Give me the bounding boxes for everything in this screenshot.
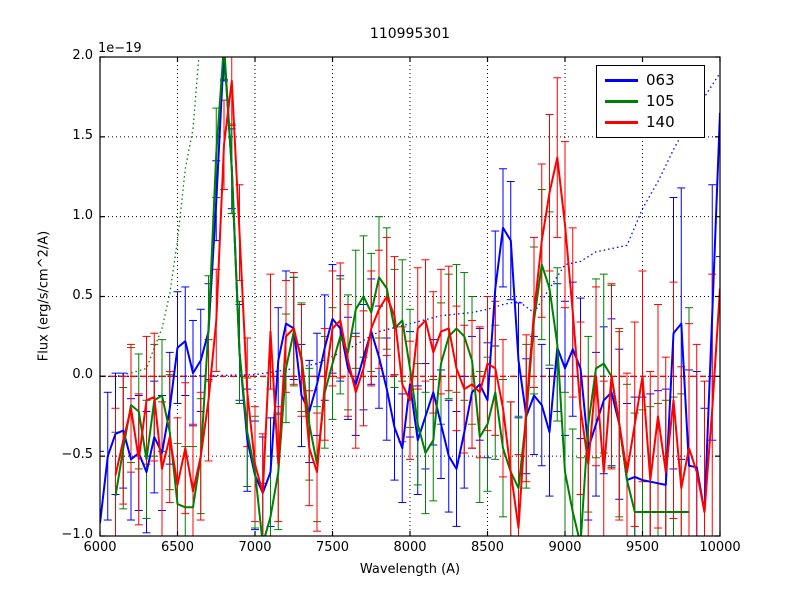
- y-tick-label: 1.5: [72, 127, 93, 143]
- x-tick-label: 9500: [625, 540, 660, 555]
- chart-title: 110995301: [369, 26, 451, 42]
- x-tick-label: 6500: [160, 540, 195, 555]
- legend-line-swatch-red: [605, 121, 638, 124]
- 105-model-curve: [100, 57, 200, 377]
- y-axis-offset-text: 1e−19: [98, 41, 142, 56]
- x-tick-label: 10000: [699, 540, 741, 555]
- legend-line-swatch-blue: [605, 79, 638, 82]
- legend-item-063: 063: [605, 70, 704, 91]
- legend-label: 105: [646, 92, 675, 110]
- x-tick-label: 7500: [315, 540, 350, 555]
- legend-item-105: 105: [605, 91, 704, 112]
- y-tick-label: −1.0: [61, 527, 93, 542]
- x-tick-label: 9000: [548, 540, 582, 555]
- y-tick-label: 2.0: [72, 48, 93, 63]
- data-layer: [100, 57, 720, 536]
- y-tick-label: 1.0: [72, 207, 93, 223]
- legend-item-140: 140: [605, 112, 704, 133]
- spectrum-105: [114, 57, 689, 536]
- x-tick-label: 7000: [238, 540, 272, 555]
- y-tick-label: −0.5: [61, 447, 93, 463]
- x-axis-label: Wavelength (A): [359, 562, 461, 577]
- legend-label: 063: [646, 71, 675, 89]
- x-tick-label: 8000: [393, 540, 427, 555]
- legend: 063 105 140: [596, 65, 705, 138]
- legend-line-swatch-green: [605, 100, 638, 103]
- y-tick-label: 0.5: [72, 287, 93, 303]
- x-tick-label: 6000: [83, 540, 117, 555]
- x-tick-label: 8500: [470, 540, 505, 555]
- axes-frame: [99, 56, 721, 537]
- y-tick-label: 0.0: [72, 367, 93, 383]
- legend-label: 140: [646, 113, 675, 131]
- spectrum-140: [114, 79, 720, 529]
